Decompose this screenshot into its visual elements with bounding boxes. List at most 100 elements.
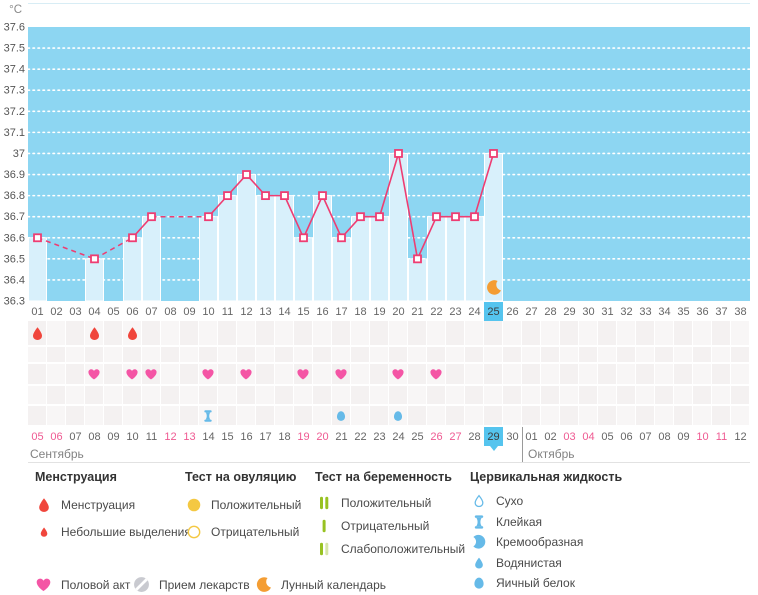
- cycle-day-cell[interactable]: 38: [734, 305, 747, 318]
- ovulation-test-cell[interactable]: [28, 347, 47, 364]
- ovulation-test-cell[interactable]: [636, 347, 655, 364]
- menstruation-cell[interactable]: [427, 321, 446, 347]
- temp-marker[interactable]: [413, 254, 422, 264]
- intercourse-cell[interactable]: [655, 364, 674, 386]
- pregnancy-test-cell[interactable]: [541, 386, 560, 406]
- pregnancy-test-cell[interactable]: [560, 386, 579, 406]
- pregnancy-test-cell[interactable]: [484, 386, 503, 406]
- calendar-date-cell-september[interactable]: 17: [259, 430, 272, 443]
- intercourse-cell[interactable]: [598, 364, 617, 386]
- cervical-fluid-cell[interactable]: [541, 406, 560, 427]
- cycle-day-cell[interactable]: 30: [582, 305, 595, 318]
- ovulation-test-cell[interactable]: [370, 347, 389, 364]
- intercourse-cell[interactable]: [712, 364, 731, 386]
- cycle-day-cell[interactable]: 16: [316, 305, 329, 318]
- cycle-day-cell[interactable]: 26: [506, 305, 519, 318]
- cervical-fluid-cell[interactable]: [275, 406, 294, 427]
- cycle-day-cell[interactable]: 10: [202, 305, 215, 318]
- temp-marker[interactable]: [147, 212, 156, 222]
- menstruation-cell[interactable]: [332, 321, 351, 347]
- pregnancy-test-cell[interactable]: [47, 386, 66, 406]
- ovulation-test-cell[interactable]: [389, 347, 408, 364]
- cycle-day-cell[interactable]: 28: [544, 305, 557, 318]
- cervical-fluid-cell[interactable]: [123, 406, 142, 427]
- intercourse-cell[interactable]: [617, 364, 636, 386]
- intercourse-cell[interactable]: [389, 364, 408, 386]
- menstruation-cell[interactable]: [579, 321, 598, 347]
- pregnancy-test-cell[interactable]: [617, 386, 636, 406]
- menstruation-cell[interactable]: [484, 321, 503, 347]
- menstruation-cell[interactable]: [541, 321, 560, 347]
- temp-marker[interactable]: [90, 254, 99, 264]
- cycle-day-cell[interactable]: 01: [31, 305, 44, 318]
- intercourse-cell[interactable]: [123, 364, 142, 386]
- temp-marker[interactable]: [337, 233, 346, 243]
- ovulation-test-cell[interactable]: [541, 347, 560, 364]
- cervical-fluid-cell[interactable]: [636, 406, 655, 427]
- cervical-fluid-cell[interactable]: [389, 406, 408, 427]
- cervical-fluid-cell[interactable]: [294, 406, 313, 427]
- intercourse-cell[interactable]: [47, 364, 66, 386]
- cycle-day-cell[interactable]: 27: [525, 305, 538, 318]
- ovulation-test-cell[interactable]: [332, 347, 351, 364]
- cervical-fluid-cell[interactable]: [712, 406, 731, 427]
- cycle-day-cell[interactable]: 21: [411, 305, 424, 318]
- menstruation-cell[interactable]: [313, 321, 332, 347]
- intercourse-cell[interactable]: [541, 364, 560, 386]
- intercourse-cell[interactable]: [313, 364, 332, 386]
- ovulation-test-cell[interactable]: [256, 347, 275, 364]
- cycle-day-cell[interactable]: 17: [335, 305, 348, 318]
- ovulation-test-cell[interactable]: [503, 347, 522, 364]
- intercourse-cell[interactable]: [351, 364, 370, 386]
- menstruation-cell[interactable]: [199, 321, 218, 347]
- cycle-day-cell[interactable]: 04: [88, 305, 101, 318]
- intercourse-cell[interactable]: [332, 364, 351, 386]
- pregnancy-test-cell[interactable]: [503, 386, 522, 406]
- menstruation-cell[interactable]: [503, 321, 522, 347]
- cycle-day-cell[interactable]: 19: [373, 305, 386, 318]
- menstruation-cell[interactable]: [180, 321, 199, 347]
- intercourse-cell[interactable]: [161, 364, 180, 386]
- pregnancy-test-cell[interactable]: [522, 386, 541, 406]
- pregnancy-test-cell[interactable]: [256, 386, 275, 406]
- ovulation-test-cell[interactable]: [446, 347, 465, 364]
- ovulation-test-cell[interactable]: [693, 347, 712, 364]
- calendar-date-cell-september[interactable]: 16: [240, 430, 253, 443]
- pregnancy-test-cell[interactable]: [28, 386, 47, 406]
- menstruation-cell[interactable]: [674, 321, 693, 347]
- cycle-day-cell[interactable]: 05: [107, 305, 120, 318]
- calendar-date-cell-october[interactable]: 05: [601, 430, 614, 443]
- cervical-fluid-cell[interactable]: [484, 406, 503, 427]
- pregnancy-test-cell[interactable]: [712, 386, 731, 406]
- ovulation-test-cell[interactable]: [161, 347, 180, 364]
- cervical-fluid-cell[interactable]: [522, 406, 541, 427]
- temp-marker[interactable]: [33, 233, 42, 243]
- cervical-fluid-cell[interactable]: [28, 406, 47, 427]
- ovulation-test-cell[interactable]: [66, 347, 85, 364]
- cycle-day-cell[interactable]: 23: [449, 305, 462, 318]
- cycle-day-cell[interactable]: 06: [126, 305, 139, 318]
- menstruation-cell[interactable]: [389, 321, 408, 347]
- cervical-fluid-cell[interactable]: [427, 406, 446, 427]
- cervical-fluid-cell[interactable]: [351, 406, 370, 427]
- menstruation-cell[interactable]: [275, 321, 294, 347]
- temperature-chart[interactable]: °C 37.6 37.5 37.4 37.3 37.2 37.1 37 36.9 36.8 36.7…: [0, 0, 758, 308]
- cycle-day-cell[interactable]: 25: [484, 302, 503, 321]
- pregnancy-test-cell[interactable]: [636, 386, 655, 406]
- calendar-date-cell-october[interactable]: 12: [734, 430, 747, 443]
- menstruation-cell[interactable]: [560, 321, 579, 347]
- ovulation-test-cell[interactable]: [47, 347, 66, 364]
- ovulation-test-cell[interactable]: [123, 347, 142, 364]
- intercourse-cell[interactable]: [427, 364, 446, 386]
- calendar-date-cell-september[interactable]: 06: [50, 430, 63, 443]
- cycle-day-cell[interactable]: 20: [392, 305, 405, 318]
- intercourse-cell[interactable]: [275, 364, 294, 386]
- temp-marker[interactable]: [375, 212, 384, 222]
- ovulation-test-cell[interactable]: [712, 347, 731, 364]
- intercourse-cell[interactable]: [294, 364, 313, 386]
- cycle-day-cell[interactable]: 29: [563, 305, 576, 318]
- cervical-fluid-cell[interactable]: [104, 406, 123, 427]
- cycle-day-cell[interactable]: 36: [696, 305, 709, 318]
- cycle-day-cell[interactable]: 02: [50, 305, 63, 318]
- ovulation-test-cell[interactable]: [218, 347, 237, 364]
